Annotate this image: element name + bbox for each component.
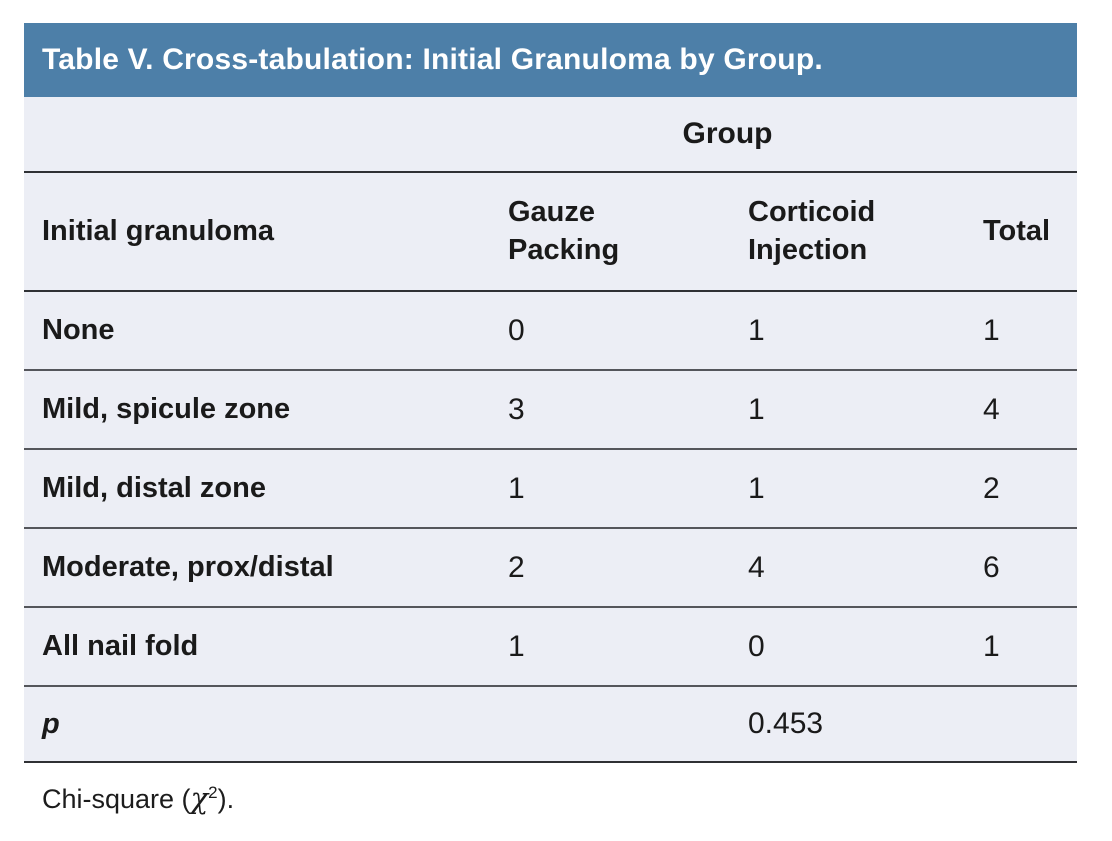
column-header-stub: Initial granuloma bbox=[24, 172, 490, 292]
p-row-empty-gauze bbox=[490, 686, 730, 763]
cell-corticoid-injection: 1 bbox=[730, 449, 965, 529]
column-header-corticoid-injection: Corticoid Injection bbox=[730, 172, 965, 292]
cell-total: 1 bbox=[965, 607, 1077, 687]
footnote-suffix: ). bbox=[217, 784, 235, 814]
corticoid-injection-header-label: Corticoid Injection bbox=[748, 195, 876, 266]
column-header-row: Initial granuloma Gauze Packing Corticoi… bbox=[24, 172, 1077, 292]
group-header-cell: Group bbox=[490, 97, 965, 173]
group-header-label: Group bbox=[682, 117, 773, 150]
group-header-row: Group bbox=[24, 97, 1077, 173]
table-footnote: Chi-square (χ2). bbox=[42, 781, 234, 815]
p-value: 0.453 bbox=[730, 686, 965, 763]
cell-corticoid-injection: 1 bbox=[730, 291, 965, 371]
cell-total: 1 bbox=[965, 291, 1077, 371]
table-row-all-nail-fold: All nail fold 1 0 1 bbox=[24, 607, 1077, 687]
cell-corticoid-injection: 4 bbox=[730, 528, 965, 608]
footnote-prefix: Chi-square ( bbox=[42, 784, 191, 814]
table-row-p-value: p 0.453 bbox=[24, 686, 1077, 763]
gauze-packing-header-label: Gauze Packing bbox=[508, 195, 620, 266]
cell-total: 6 bbox=[965, 528, 1077, 608]
cell-corticoid-injection: 0 bbox=[730, 607, 965, 687]
table-row-mild-distal-zone: Mild, distal zone 1 1 2 bbox=[24, 449, 1077, 529]
p-row-empty-total bbox=[965, 686, 1077, 763]
row-label: Mild, distal zone bbox=[24, 449, 490, 529]
cell-corticoid-injection: 1 bbox=[730, 370, 965, 450]
group-row-spacer-right bbox=[965, 97, 1077, 173]
table-row-mild-spicule-zone: Mild, spicule zone 3 1 4 bbox=[24, 370, 1077, 450]
cell-gauze-packing: 2 bbox=[490, 528, 730, 608]
p-row-label: p bbox=[24, 686, 490, 763]
cell-gauze-packing: 1 bbox=[490, 449, 730, 529]
row-label: Moderate, prox/distal bbox=[24, 528, 490, 608]
row-label: Mild, spicule zone bbox=[24, 370, 490, 450]
cross-tabulation-table: Group Initial granuloma Gauze Packing Co… bbox=[24, 97, 1077, 763]
chi-symbol: χ bbox=[190, 781, 209, 815]
column-header-total: Total bbox=[965, 172, 1077, 292]
cell-gauze-packing: 3 bbox=[490, 370, 730, 450]
table-title: Table V. Cross-tabulation: Initial Granu… bbox=[42, 43, 823, 76]
total-header-label: Total bbox=[983, 214, 1051, 247]
table-row-none: None 0 1 1 bbox=[24, 291, 1077, 371]
chi-superscript: 2 bbox=[208, 783, 218, 802]
cell-total: 4 bbox=[965, 370, 1077, 450]
table-title-bar: Table V. Cross-tabulation: Initial Granu… bbox=[24, 23, 1077, 97]
cell-gauze-packing: 0 bbox=[490, 291, 730, 371]
cell-gauze-packing: 1 bbox=[490, 607, 730, 687]
group-row-spacer-left bbox=[24, 97, 490, 173]
cell-total: 2 bbox=[965, 449, 1077, 529]
row-label: All nail fold bbox=[24, 607, 490, 687]
table-row-moderate-prox-distal: Moderate, prox/distal 2 4 6 bbox=[24, 528, 1077, 608]
row-label: None bbox=[24, 291, 490, 371]
column-header-gauze-packing: Gauze Packing bbox=[490, 172, 730, 292]
stub-header-label: Initial granuloma bbox=[42, 214, 275, 247]
table-container: Table V. Cross-tabulation: Initial Granu… bbox=[24, 23, 1077, 763]
